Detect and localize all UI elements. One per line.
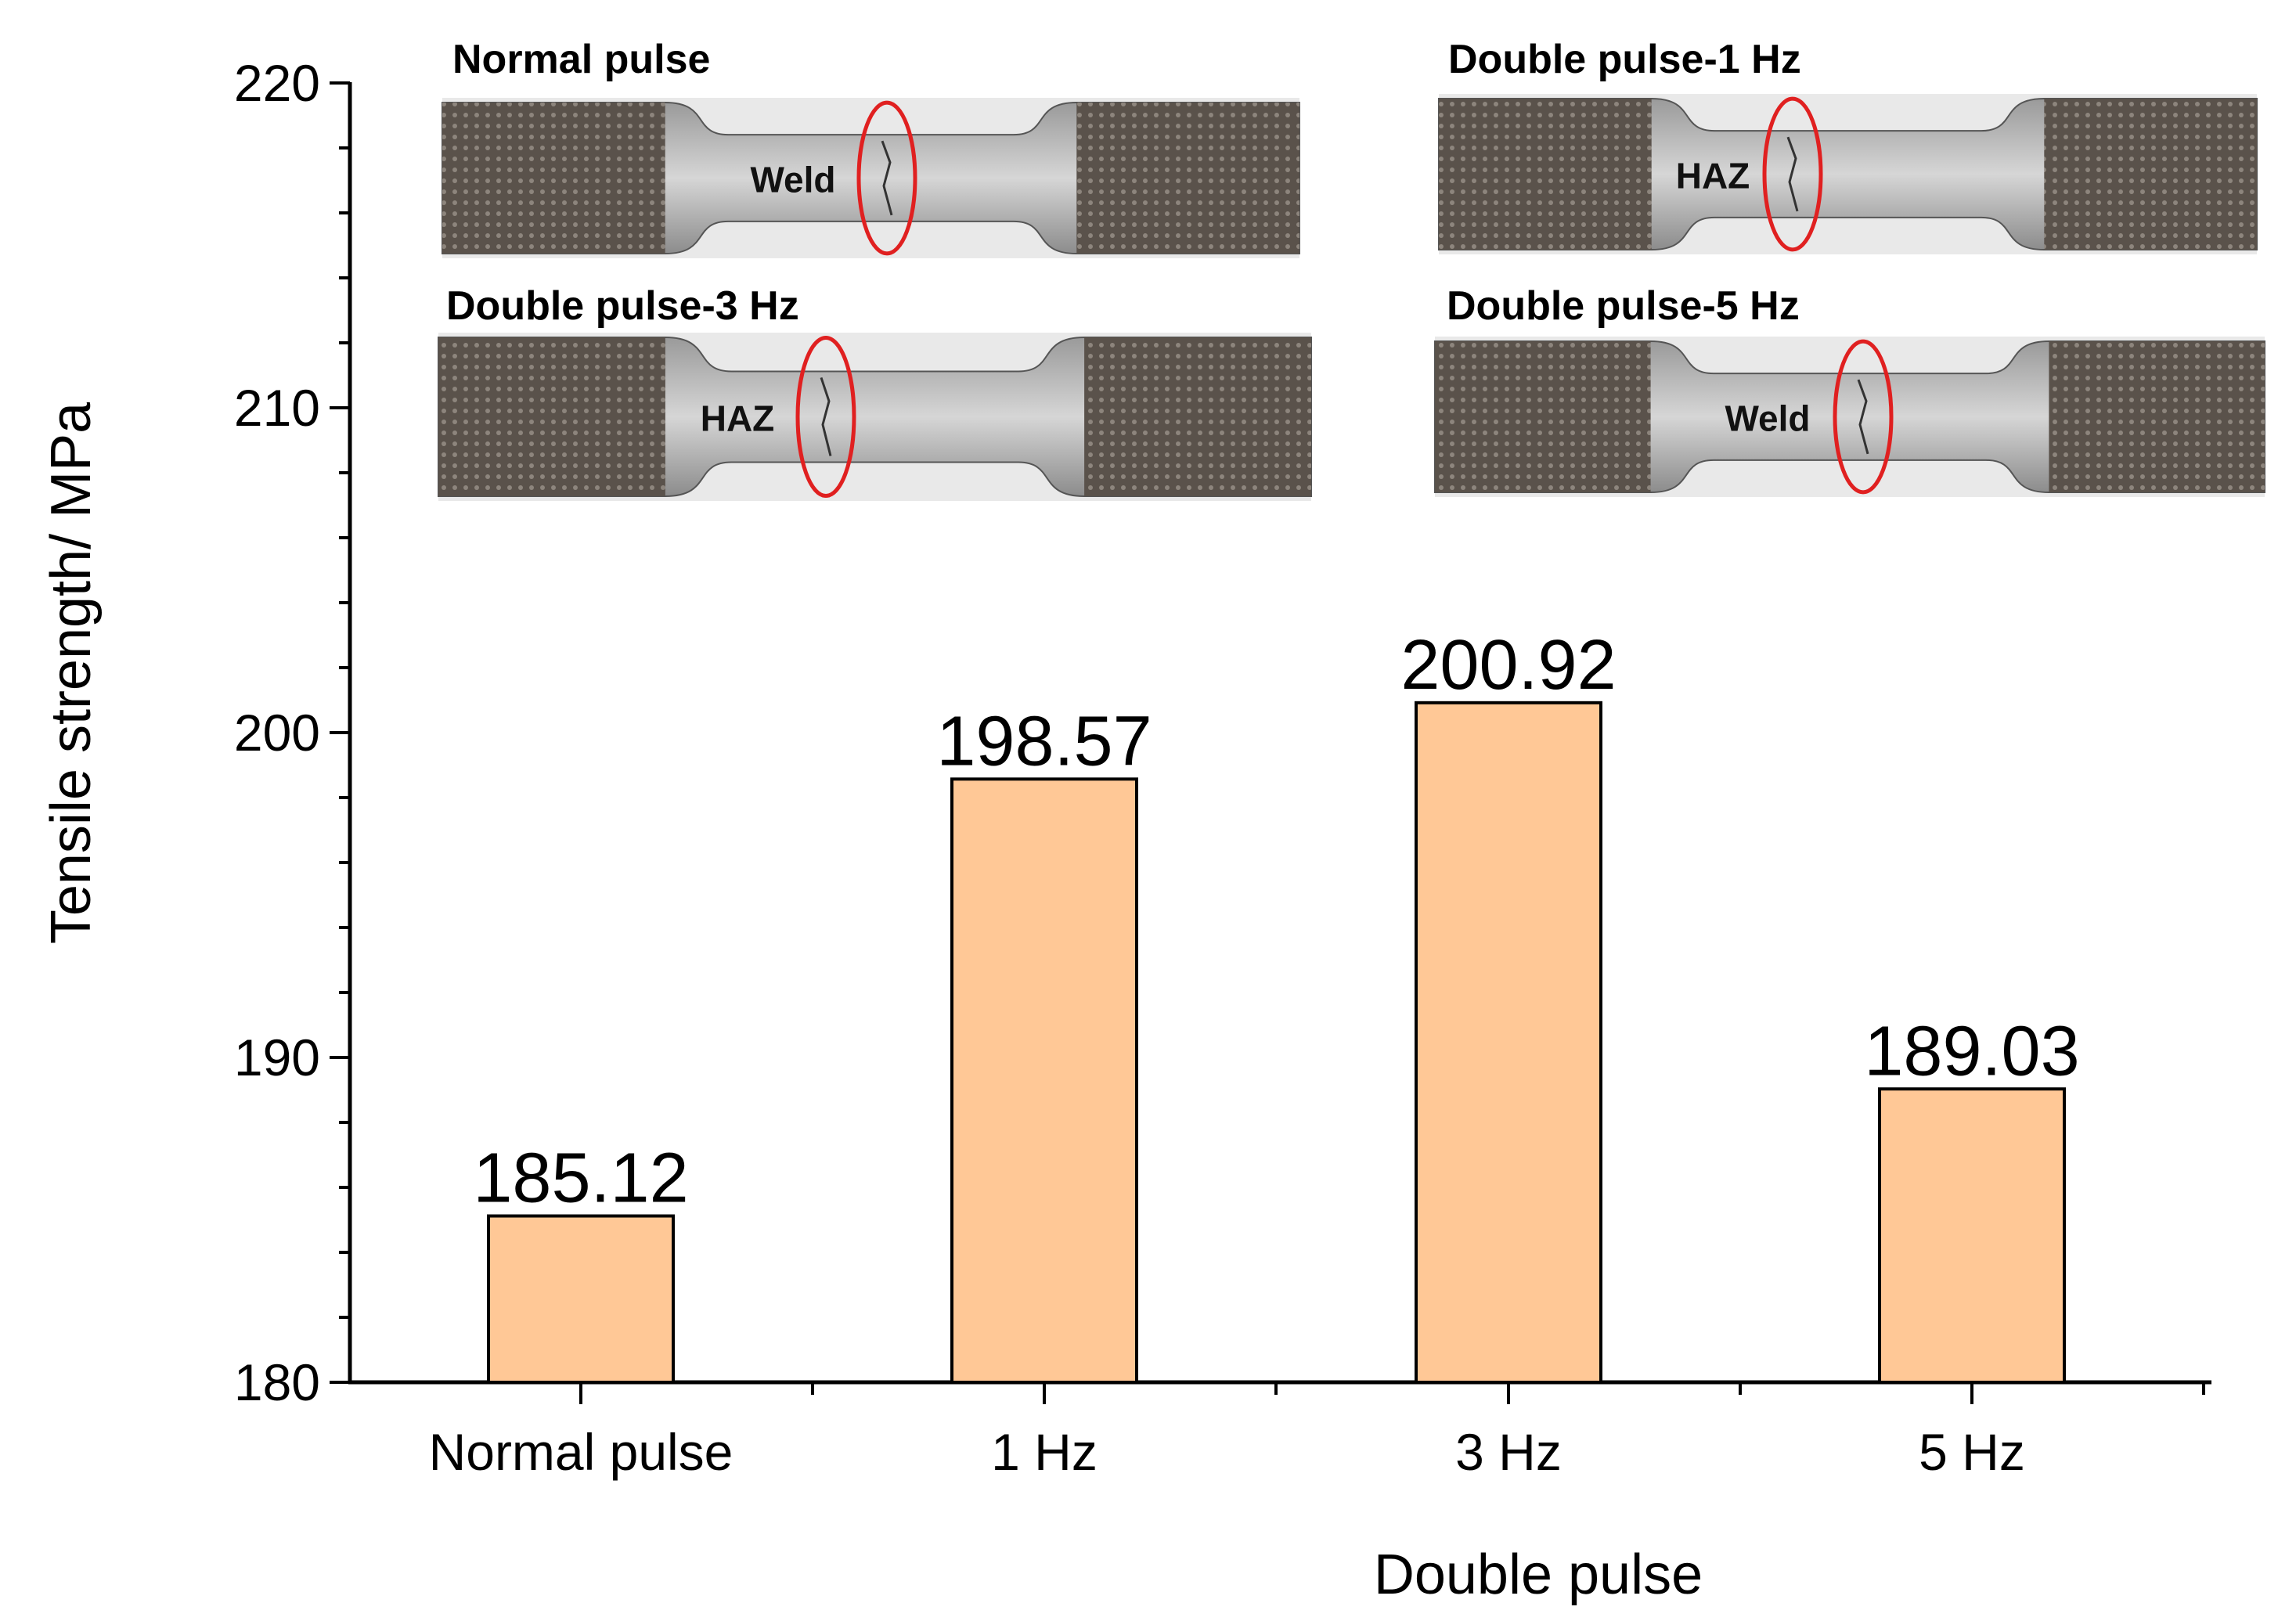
specimen-grip-right: [1084, 337, 1311, 496]
x-ticks: [579, 1382, 2205, 1404]
fracture-crack: [881, 140, 893, 216]
specimen-inset-title: Double pulse-1 Hz: [1448, 37, 1801, 82]
specimen-inset-title: Double pulse-5 Hz: [1447, 283, 1800, 329]
bar-5-hz: [1878, 1087, 2066, 1384]
fracture-crack: [1857, 379, 1869, 455]
fracture-region-label: HAZ: [1676, 156, 1750, 196]
y-tick-label: 220: [234, 54, 320, 112]
specimen-inset-3: HAZ Double pulse-3 Hz: [438, 283, 1312, 501]
fracture-region-label: HAZ: [701, 398, 775, 439]
fracture-location-ellipse: [1833, 339, 1894, 495]
x-tick-label: 3 Hz: [1455, 1423, 1562, 1481]
x-axis-group-title: Double pulse: [1374, 1544, 1703, 1606]
x-tick-label: Normal pulse: [429, 1423, 733, 1481]
specimen-grip-right: [2049, 341, 2265, 492]
fracture-location-ellipse: [795, 335, 856, 499]
fracture-region-label: Weld: [750, 160, 835, 200]
bar-1-hz: [950, 777, 1138, 1384]
bar-3-hz: [1415, 701, 1602, 1384]
bars: [487, 701, 2066, 1385]
y-tick-label: 210: [234, 379, 320, 437]
specimen-grip-left: [1439, 99, 1652, 250]
bar-value-label: 198.57: [936, 702, 1152, 780]
bar-value-label: 189.03: [1864, 1012, 2079, 1090]
specimen-inset-title: Double pulse-3 Hz: [446, 283, 799, 329]
specimen-inset-1: Weld Normal pulse: [442, 37, 1300, 258]
y-ticks: 180 190 200 210 220: [234, 54, 350, 1411]
x-tick-labels: Normal pulse 1 Hz 3 Hz 5 Hz: [429, 1423, 2025, 1481]
specimen-insets: Weld Normal pulse HAZ Double pulse-1 Hz HAZ D…: [438, 37, 2265, 501]
specimen-inset-4: Weld Double pulse-5 Hz: [1434, 283, 2265, 497]
y-tick-label: 190: [234, 1028, 320, 1086]
x-tick-label: 5 Hz: [1919, 1423, 2025, 1481]
bar-normal-pulse: [487, 1214, 675, 1385]
specimen-grip-left: [1435, 341, 1651, 492]
specimen-inset-title: Normal pulse: [452, 37, 710, 82]
x-tick-label: 1 Hz: [991, 1423, 1098, 1481]
fracture-region-label: Weld: [1725, 398, 1810, 439]
specimen-grip-left: [438, 337, 665, 496]
fracture-crack: [820, 376, 832, 456]
data-labels: 185.12 198.57 200.92 189.03: [473, 626, 2079, 1218]
specimen-grip-left: [442, 103, 665, 254]
y-axis-title: Tensile strength/ MPa: [40, 402, 103, 944]
fracture-crack: [1786, 136, 1799, 212]
specimen-grip-right: [2044, 99, 2257, 250]
bar-value-label: 200.92: [1400, 626, 1616, 704]
specimen-inset-2: HAZ Double pulse-1 Hz: [1438, 37, 2258, 254]
y-tick-label: 180: [234, 1353, 320, 1411]
y-tick-label: 200: [234, 704, 320, 762]
specimen-grip-right: [1076, 103, 1299, 254]
bar-value-label: 185.12: [473, 1140, 688, 1218]
fracture-location-ellipse: [856, 100, 917, 256]
fracture-location-ellipse: [1762, 96, 1823, 252]
